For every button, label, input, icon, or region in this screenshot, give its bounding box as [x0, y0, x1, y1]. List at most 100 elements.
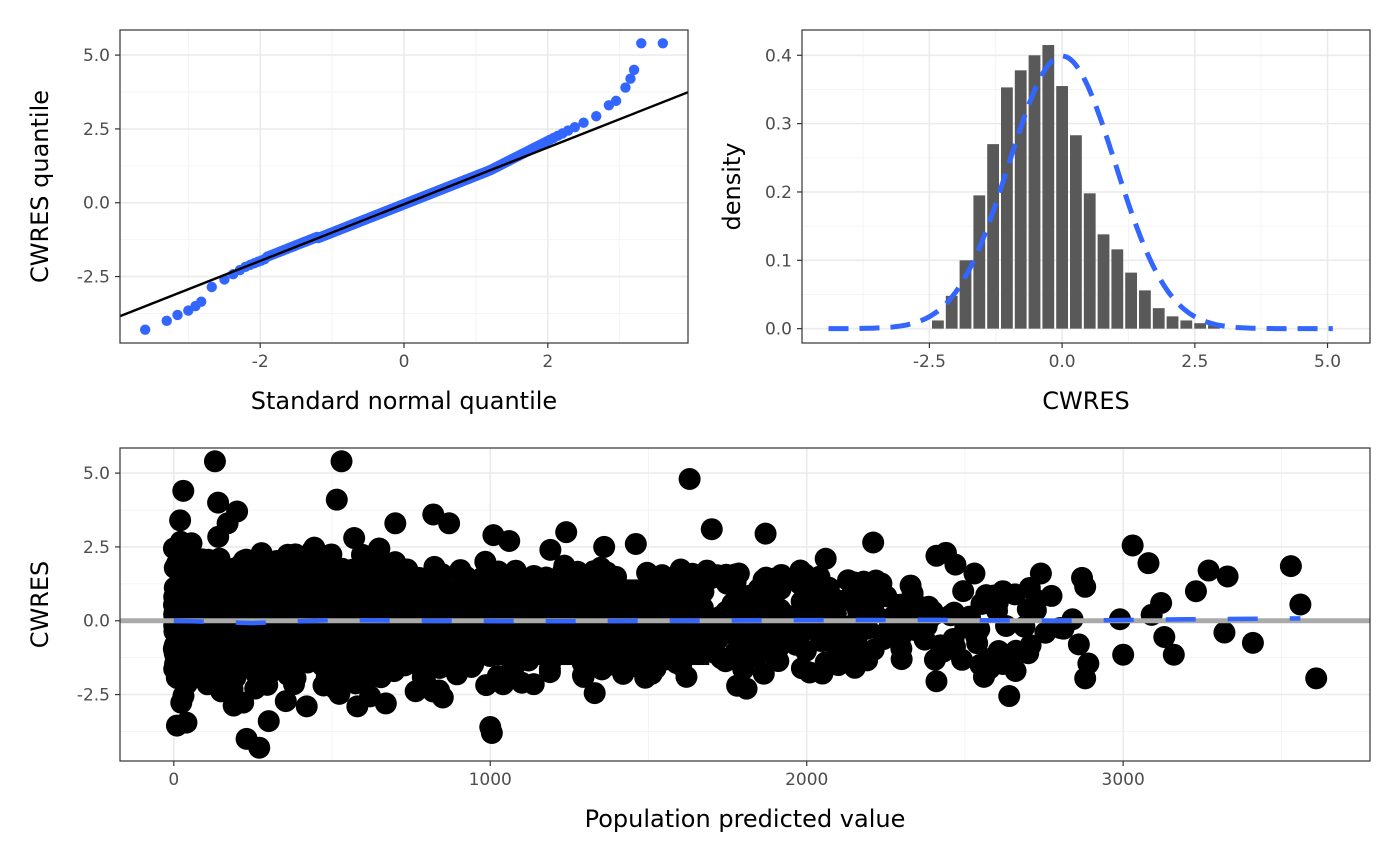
qq-marks: [120, 38, 688, 335]
histogram-bar: [1070, 135, 1082, 329]
histogram-bar: [1014, 70, 1027, 329]
residual-point: [738, 584, 761, 607]
residual-point: [207, 491, 230, 514]
residual-point: [244, 677, 267, 700]
qq-point: [161, 315, 172, 327]
histogram-bar: [1194, 323, 1207, 329]
residual-point: [276, 543, 299, 566]
residual-point: [414, 671, 437, 694]
resid-x-tick-label: 2000: [785, 770, 828, 790]
qq-y-tick-label: 5.0: [83, 46, 110, 66]
qq-point: [139, 324, 151, 335]
residual-point: [318, 544, 341, 567]
residual-point: [431, 686, 454, 709]
residual-point: [1074, 575, 1097, 598]
residual-point: [1153, 625, 1176, 648]
histogram-bar: [1152, 308, 1165, 329]
residual-point: [846, 634, 869, 657]
hist-panel-border: [801, 29, 1371, 344]
residual-point: [203, 450, 226, 473]
histogram-bar: [1208, 325, 1220, 329]
residual-point: [735, 677, 758, 700]
residual-point: [729, 644, 752, 667]
resid-panel-border: [119, 447, 1371, 762]
residual-point: [904, 592, 927, 615]
resid-y-tick-label: 2.5: [83, 538, 110, 558]
qq-point: [569, 121, 581, 133]
residual-point: [770, 563, 793, 586]
hist-y-tick-label: 0.2: [765, 183, 792, 203]
histogram-bar: [1028, 55, 1041, 329]
residual-point: [1162, 643, 1185, 666]
residual-point: [890, 648, 913, 671]
hist-x-tick-label: 0.0: [1049, 352, 1076, 372]
residual-point: [624, 532, 647, 555]
resid-y-axis-title: CWRES: [26, 561, 54, 649]
resid-marks: [120, 450, 1370, 759]
residual-point: [752, 662, 775, 685]
residual-point: [789, 559, 812, 582]
hist-y-tick-label: 0.4: [765, 46, 792, 66]
residual-point: [1289, 593, 1312, 616]
residual-point: [700, 566, 723, 589]
residual-point: [719, 566, 742, 589]
residual-point: [640, 662, 663, 685]
qq-point: [196, 296, 207, 307]
qq-y-tick-label: -2.5: [77, 268, 110, 288]
histogram-bar: [1125, 272, 1138, 329]
residual-point: [295, 695, 318, 718]
residual-point: [1074, 667, 1097, 690]
qq-grid: [120, 30, 688, 343]
qq-x-tick-label: 0: [399, 352, 410, 372]
qq-ticks: -2 0 2 -2.5 0.0 2.5 5.0: [77, 46, 553, 372]
histogram-bar: [973, 195, 986, 329]
residual-point: [843, 571, 866, 594]
residual-point: [1305, 667, 1328, 690]
residual-point: [1029, 562, 1052, 585]
qq-x-tick-label: -2: [252, 352, 269, 372]
qq-plot-panel: -2 0 2 -2.5 0.0 2.5 5.0 Standard normal quanti…: [26, 29, 689, 415]
histogram-bar: [1111, 249, 1124, 329]
hist-y-tick-label: 0.0: [765, 320, 792, 340]
residual-point: [222, 694, 245, 717]
residual-point: [445, 663, 468, 686]
residual-point: [754, 522, 777, 545]
hist-x-axis-title: CWRES: [1042, 387, 1130, 415]
residual-point: [1213, 621, 1236, 644]
qq-y-tick-label: 2.5: [83, 120, 110, 140]
resid-x-tick-label: 1000: [469, 770, 512, 790]
resid-y-tick-label: 5.0: [83, 464, 110, 484]
residual-point: [555, 521, 578, 544]
hist-x-tick-label: -2.5: [913, 352, 946, 372]
residual-point: [843, 656, 866, 679]
residual-point: [972, 665, 995, 688]
hist-x-tick-label: 2.5: [1181, 352, 1208, 372]
residual-point: [1279, 555, 1302, 578]
residual-point: [274, 690, 297, 713]
hist-y-axis-title: density: [718, 143, 746, 231]
histogram-bar: [959, 260, 972, 329]
resid-ticks: 0 1000 2000 3000 -2.5 0.0 2.5 5.0: [77, 464, 1145, 790]
residual-point: [1216, 565, 1239, 588]
residual-point: [1004, 659, 1027, 682]
residual-point: [952, 580, 975, 603]
smooth-trend-line: [173, 616, 1301, 626]
residual-point: [172, 479, 195, 502]
residual-point: [583, 682, 606, 705]
qq-point: [620, 82, 631, 93]
residual-point: [438, 512, 461, 535]
hist-x-tick-label: 5.0: [1314, 352, 1341, 372]
residual-point: [1112, 643, 1135, 666]
residual-point: [814, 547, 837, 570]
residual-point: [1121, 534, 1144, 557]
residual-point: [257, 710, 280, 733]
qq-point: [591, 111, 602, 122]
residual-point: [612, 662, 635, 685]
histogram-bar: [1083, 193, 1096, 329]
residual-point: [899, 574, 922, 597]
resid-x-axis-title: Population predicted value: [585, 805, 906, 833]
residual-point: [1040, 584, 1063, 607]
resid-x-tick-label: 0: [168, 770, 179, 790]
histogram-bar: [1097, 234, 1110, 329]
